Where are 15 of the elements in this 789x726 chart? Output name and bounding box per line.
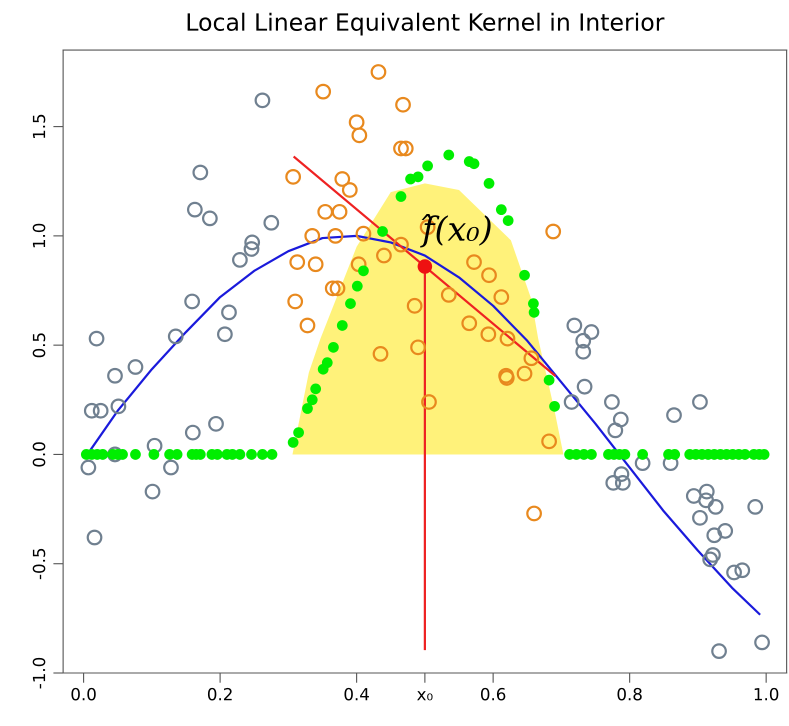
x-tick-label: 0.6 <box>480 688 506 700</box>
x-tick-label: 0.0 <box>71 688 96 700</box>
y-tick-label: 0.0 <box>32 442 46 467</box>
y-tick-label: -1.0 <box>32 658 46 688</box>
y-tick-label: 1.5 <box>32 114 46 138</box>
annotation: f̂(x₀) <box>420 214 491 248</box>
y-tick-label: 1.0 <box>32 224 46 248</box>
y-tick-label: -0.5 <box>32 548 46 580</box>
x-tick-label: 0.4 <box>344 688 369 700</box>
x-tick-label: x₀ <box>417 691 433 700</box>
x-tick-label: 0.2 <box>208 688 232 700</box>
x-tick-label: 1.0 <box>754 688 778 700</box>
y-tick-label: 0.5 <box>32 333 46 358</box>
chart-title: Local Linear Equivalent Kernel in Interior <box>188 12 664 36</box>
x-tick-label: 0.8 <box>617 688 642 700</box>
